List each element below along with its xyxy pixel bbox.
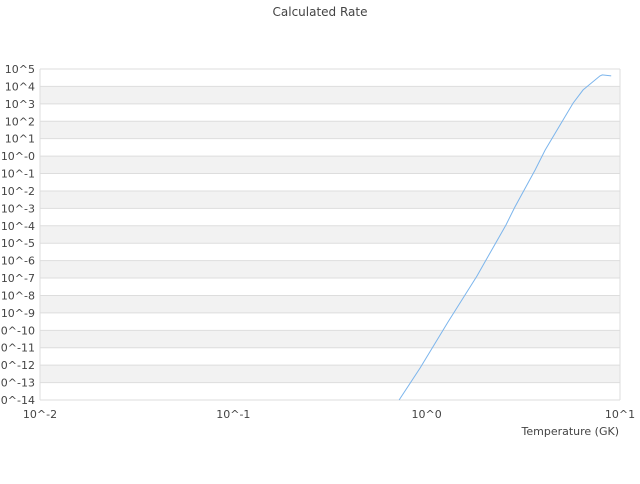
y-tick-label: 10^5 [5,63,35,76]
grid-band [40,278,620,296]
y-tick-label: 10^1 [5,133,35,146]
y-tick-label: 10^-7 [1,272,35,285]
grid-band [40,260,620,279]
x-tick-label: 10^0 [412,408,442,421]
grid-band [40,347,620,366]
grid-band [40,365,620,383]
x-tick-label: 10^-1 [216,408,250,421]
grid-band [40,312,620,331]
grid-band [40,190,620,209]
grid-band [40,173,620,191]
y-tick-label: 10^-1 [1,168,35,181]
y-tick-label: 10^-4 [1,220,35,233]
y-tick-label: 10^-13 [0,377,35,390]
grid-band [40,156,620,174]
y-tick-label: 10^4 [5,80,35,93]
series-line [398,74,612,401]
y-tick-label: 10^-0 [1,150,35,163]
grid-band [40,382,620,400]
grid-band [40,208,620,226]
y-tick-label: 10^-5 [1,237,35,250]
x-tick-label: 10^1 [605,408,635,421]
y-tick-label: 10^-12 [0,359,35,372]
y-tick-label: 10^-2 [1,185,35,198]
chart-title: Calculated Rate [273,5,368,19]
grid-band [40,225,620,244]
x-tick-label: 10^-2 [23,408,57,421]
grid-band [40,330,620,348]
y-tick-label: 10^-3 [1,202,35,215]
y-tick-label: 10^-11 [0,342,35,355]
grid-band [40,103,620,122]
y-tick-label: 10^3 [5,98,35,111]
y-tick-label: 10^2 [5,115,35,128]
y-tick-label: 10^-9 [1,307,35,320]
y-tick-label: 10^-6 [1,255,35,268]
grid-band [40,138,620,157]
grid-band [40,86,620,104]
grid-band [40,243,620,261]
x-axis-label: Temperature (GK) [521,425,620,438]
grid-band [40,69,620,87]
y-tick-label: 10^-10 [0,324,35,337]
grid-band [40,295,620,313]
grid-band [40,121,620,139]
y-tick-label: 10^-8 [1,289,35,302]
y-tick-label: 10^-14 [0,394,35,407]
